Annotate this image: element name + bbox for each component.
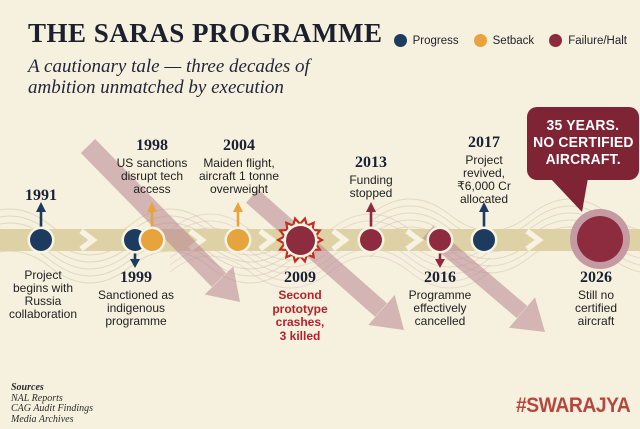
legend-label: Setback: [492, 34, 535, 47]
event-text-line: Still no: [577, 288, 615, 302]
milestone-dot-2016: [429, 229, 451, 251]
event-text-line: overweight: [209, 182, 269, 196]
callout-text-line: 35 YEARS.: [546, 118, 620, 134]
subtitle-line: ambition unmatched by execution: [28, 77, 284, 98]
milestone-dot-2017: [473, 229, 495, 251]
chevron-icon: [331, 228, 350, 252]
legend: Progress Setback Failure/Halt: [393, 34, 627, 47]
chevron-icon: [79, 228, 98, 252]
milestone-arrow-up-2004: [233, 202, 243, 227]
chevron-icon: [525, 228, 544, 252]
event-text-line: ₹6,000 Cr: [457, 179, 511, 193]
milestone-year-1991: 1991: [0, 187, 99, 207]
milestone-dot-2004: [227, 229, 249, 251]
event-text-line: Sanctioned as: [97, 288, 175, 302]
event-text-line: Russia: [24, 294, 62, 308]
callout-tail-icon: [550, 178, 588, 212]
milestone-2026: 2026 Still no certified aircraft: [538, 269, 640, 328]
callout-text-line: NO CERTIFIED: [532, 135, 634, 151]
sources-block: Sources NAL Reports CAG Audit Findings M…: [11, 382, 94, 425]
event-text-line: Project: [465, 153, 503, 167]
milestone-dot-1991: [30, 229, 52, 251]
year-label: 1999: [120, 269, 152, 286]
header: THE SARAS PROGRAMME A cautionary tale — …: [28, 18, 383, 99]
event-text-line: indigenous: [106, 301, 166, 315]
event-text-line: certified: [574, 301, 618, 315]
event-text-line: begins with: [12, 281, 74, 295]
event-text-line: programme: [105, 314, 167, 328]
year-label: 2026: [580, 269, 612, 286]
subtitle: A cautionary tale — three decades of amb…: [28, 56, 383, 98]
milestone-arrow-up-2013: [366, 202, 376, 227]
timeline-band: [0, 229, 640, 251]
year-label: 2013: [355, 154, 387, 171]
milestone-arrow-down-2016: [435, 253, 445, 268]
milestone-dot-2026: [577, 216, 623, 262]
milestone-2016: 2016 Programme effectively cancelled: [382, 269, 498, 328]
event-text-line: crashes,: [275, 315, 325, 329]
year-label: 2016: [424, 269, 456, 286]
verdict-callout: 35 YEARS. NO CERTIFIED AIRCRAFT.: [527, 107, 639, 180]
event-text-line: collaboration: [8, 307, 78, 321]
milestone-2009: 2009 Second prototype crashes, 3 killed: [242, 269, 358, 343]
event-text-line: Second: [278, 288, 322, 302]
subtitle-line: A cautionary tale — three decades of: [28, 56, 310, 77]
event-text-line: cancelled: [414, 314, 466, 328]
milestone-1999: 1999 Sanctioned as indigenous programme: [78, 269, 194, 328]
legend-item-progress: Progress: [393, 34, 459, 47]
year-label: 1991: [25, 187, 57, 204]
source-item: CAG Audit Findings: [11, 403, 94, 414]
brand-hashtag: #SWARAJYA: [515, 394, 631, 417]
legend-label: Progress: [412, 34, 459, 47]
chevron-icon: [188, 228, 207, 252]
page-title: THE SARAS PROGRAMME: [28, 18, 383, 48]
source-item: NAL Reports: [11, 392, 63, 404]
event-text-line: aircraft: [577, 314, 615, 328]
milestone-dot-2013: [360, 229, 382, 251]
legend-item-failure: Failure/Halt: [549, 34, 627, 47]
setback-dot-icon: [473, 34, 487, 47]
year-label: 2017: [468, 134, 500, 151]
legend-label: Failure/Halt: [568, 34, 627, 47]
source-item: Media Archives: [11, 413, 74, 425]
event-text-line: revived,: [462, 166, 506, 180]
year-label: 2004: [223, 137, 255, 154]
event-text-line: Funding: [349, 173, 393, 187]
chevron-icon: [258, 228, 277, 252]
milestone-2013: 2013 Funding stopped: [313, 154, 429, 200]
event-text-line: prototype: [272, 301, 328, 316]
chevron-icon: [405, 228, 424, 252]
milestone-arrow-up-1998: [147, 202, 157, 227]
milestone-2004: 2004 Maiden flight, aircraft 1 tonne ove…: [181, 137, 297, 196]
progress-dot-icon: [393, 34, 407, 47]
legend-item-setback: Setback: [473, 34, 535, 47]
callout-text-line: AIRCRAFT.: [545, 152, 621, 168]
milestone-dot-1998: [141, 229, 163, 251]
milestone-dot-2009: [285, 225, 315, 255]
milestone-arrow-down-1999: [130, 253, 140, 268]
milestone-2017: 2017 Project revived, ₹6,000 Cr allocate…: [426, 134, 542, 206]
sources-title: Sources: [11, 382, 44, 393]
event-text-line: stopped: [349, 186, 393, 200]
year-label: 2009: [284, 269, 316, 286]
failure-dot-icon: [549, 34, 563, 47]
event-text-line: allocated: [459, 192, 509, 206]
event-text-line: 3 killed: [279, 328, 321, 343]
